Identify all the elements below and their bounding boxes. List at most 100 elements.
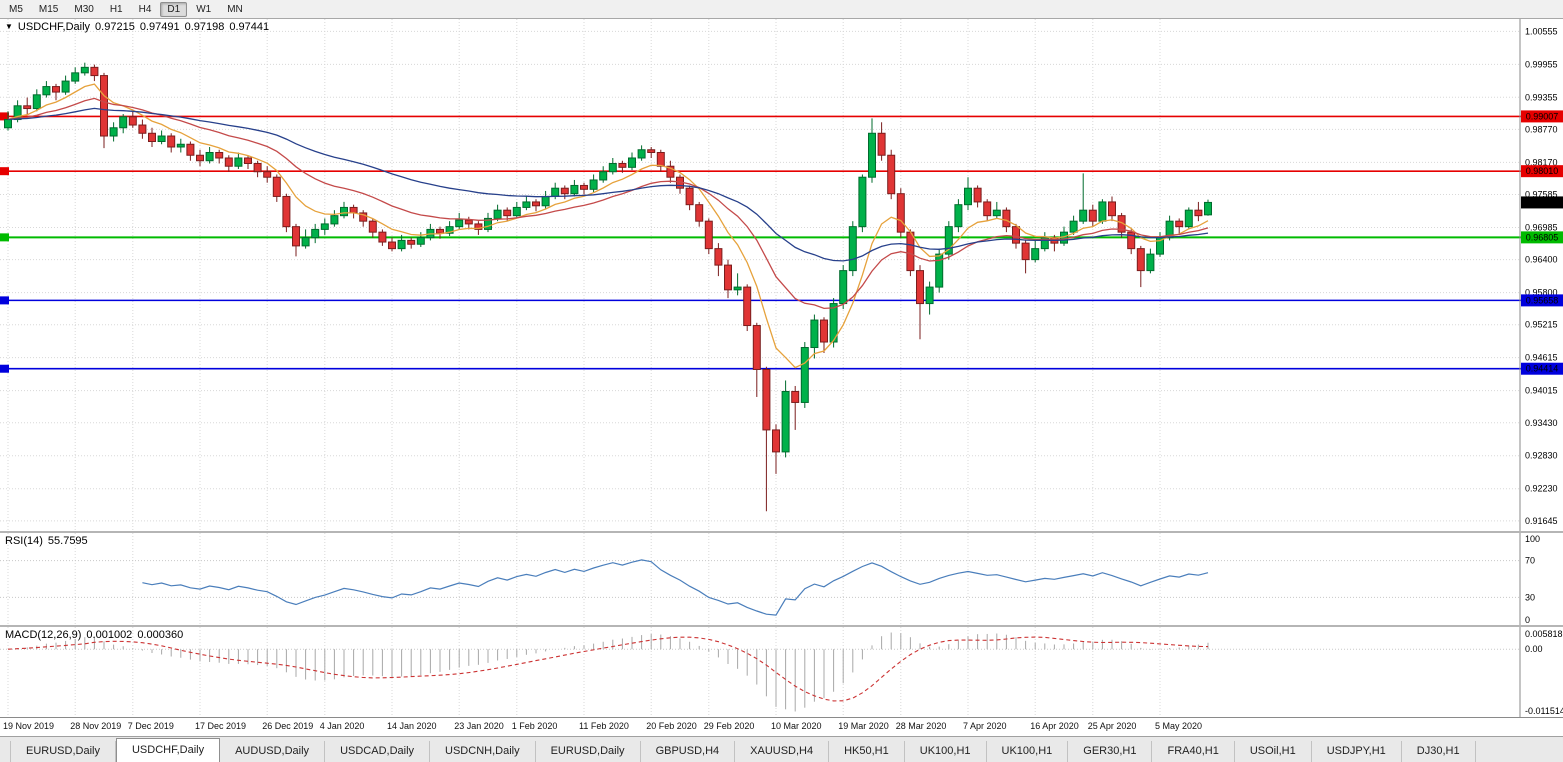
chart-tab-usdcnh-daily[interactable]: USDCNH,Daily	[430, 741, 536, 762]
chart-tab-eurusd-daily[interactable]: EURUSD,Daily	[10, 741, 116, 762]
rsi-axis: 100 70 30 0	[1519, 533, 1540, 625]
time-axis-label: 23 Jan 2020	[454, 721, 504, 731]
candle-body	[224, 157, 233, 167]
candle-body	[416, 237, 425, 245]
timeframe-button-m30[interactable]: M30	[74, 3, 94, 15]
candlestick-chart[interactable]: 1.00555 0.99955 0.99355 0.98770 0.98170 0.975…	[0, 19, 1563, 531]
candle-body	[1088, 209, 1097, 222]
candle-body	[464, 219, 473, 225]
candle-body	[724, 264, 732, 291]
candle-body	[1136, 248, 1145, 272]
candle-body	[1204, 201, 1212, 216]
chart-tab-gbpusd-h4[interactable]: GBPUSD,H4	[641, 741, 736, 762]
candle-body	[71, 72, 80, 82]
candle-body	[685, 187, 694, 206]
candle-body	[263, 171, 272, 178]
timeframe-button-h4[interactable]: H4	[138, 3, 152, 15]
candle-body	[1146, 253, 1155, 272]
candle-body	[973, 187, 982, 203]
macd-pane[interactable]: MACD(12,26,9) 0.001002 0.000360 0.005818…	[0, 627, 1563, 717]
candle-body	[80, 66, 89, 74]
svg-text:0.95658: 0.95658	[1526, 295, 1559, 305]
chart-tab-ger30-h1[interactable]: GER30,H1	[1068, 741, 1153, 762]
svg-text:0.99955: 0.99955	[1525, 59, 1558, 69]
main-chart-pane[interactable]: ▼ USDCHF,Daily 0.97215 0.97491 0.97198 0…	[0, 19, 1563, 531]
candle-body	[52, 86, 60, 93]
macd-chart[interactable]: 0.005818 0.00 -0.011514	[0, 627, 1563, 717]
candle-body	[608, 162, 617, 173]
svg-text:0.94015: 0.94015	[1525, 386, 1558, 396]
candle-body	[1175, 220, 1184, 228]
svg-text:0.92830: 0.92830	[1525, 451, 1558, 461]
candle-body	[359, 212, 368, 222]
chart-tab-usdchf-daily[interactable]: USDCHF,Daily	[115, 738, 221, 762]
timeframe-button-d1[interactable]: D1	[160, 1, 188, 17]
chart-tab-eurusd-daily[interactable]: EURUSD,Daily	[536, 741, 641, 762]
candle-body	[1127, 231, 1136, 250]
candle-body	[791, 390, 800, 403]
chart-tab-hk50-h1[interactable]: HK50,H1	[829, 741, 905, 762]
candle-body	[138, 124, 147, 134]
macd-signal-line	[7, 636, 1209, 702]
candle-body	[119, 116, 128, 129]
svg-text:0.98010: 0.98010	[1526, 166, 1559, 176]
pane-splitter-2[interactable]	[0, 625, 1563, 627]
svg-text:0.98770: 0.98770	[1525, 124, 1558, 134]
chart-tab-audusd-daily[interactable]: AUDUSD,Daily	[220, 741, 326, 762]
candle-body	[349, 206, 358, 214]
rsi-line	[142, 559, 1209, 616]
candle-body	[704, 220, 713, 250]
timeframe-button-mn[interactable]: MN	[227, 3, 243, 15]
candle-body	[944, 226, 953, 255]
timeframe-button-m5[interactable]: M5	[9, 3, 23, 15]
chart-tab-xauusd-h4[interactable]: XAUUSD,H4	[735, 741, 830, 762]
fast-ema-line	[7, 83, 1209, 369]
candle-body	[983, 201, 992, 217]
timeframe-button-w1[interactable]: W1	[196, 3, 212, 15]
svg-text:0.94615: 0.94615	[1525, 353, 1558, 363]
chart-tab-dj30-h1[interactable]: DJ30,H1	[1402, 741, 1476, 762]
candle-body	[906, 231, 915, 272]
candle-body	[772, 429, 780, 453]
candle-body	[292, 226, 300, 247]
pane-splitter[interactable]	[0, 531, 1563, 533]
rsi-pane[interactable]: RSI(14) 55.7595 100 70 30 0	[0, 533, 1563, 625]
time-axis-label: 4 Jan 2020	[319, 721, 365, 731]
candle-body	[992, 209, 1001, 217]
candle-body	[532, 201, 540, 207]
candle-body	[234, 157, 243, 167]
candle-body	[1031, 248, 1040, 261]
chart-tab-uk100-h1[interactable]: UK100,H1	[987, 741, 1069, 762]
candle-body	[378, 231, 387, 243]
candle-body	[848, 226, 857, 272]
chart-tab-usdcad-daily[interactable]: USDCAD,Daily	[325, 741, 431, 762]
svg-text:0.94414: 0.94414	[1526, 364, 1559, 374]
chart-tab-usdjpy-h1[interactable]: USDJPY,H1	[1312, 741, 1402, 762]
time-axis-label: 25 Apr 2020	[1087, 721, 1137, 731]
candle-body	[512, 206, 521, 217]
candle-body	[205, 151, 214, 162]
chart-tab-fra40-h1[interactable]: FRA40,H1	[1152, 741, 1235, 762]
candle-body	[551, 187, 560, 197]
candle-body	[493, 209, 502, 219]
candle-body	[445, 226, 454, 234]
candle-body	[1079, 209, 1088, 222]
candle-body	[1069, 220, 1078, 233]
candle-body	[215, 151, 224, 159]
candle-body	[1165, 220, 1174, 239]
time-axis-label: 28 Nov 2019	[70, 721, 122, 731]
timeframe-toolbar: M5 M15 M30 H1 H4 D1 W1 MN	[0, 0, 1563, 19]
candle-body	[695, 204, 704, 222]
chart-tab-usoil-h1[interactable]: USOil,H1	[1235, 741, 1312, 762]
time-axis[interactable]: 19 Nov 2019 28 Nov 2019 7 Dec 2019 17 Dec 2…	[0, 717, 1563, 736]
rsi-chart[interactable]: 100 70 30 0	[0, 533, 1563, 625]
candle-body	[90, 66, 99, 77]
timeframe-button-h1[interactable]: H1	[109, 3, 123, 15]
candle-body	[330, 215, 339, 225]
time-axis-label: 26 Dec 2019	[262, 721, 314, 731]
candle-body	[503, 209, 512, 217]
chart-tab-uk100-h1[interactable]: UK100,H1	[905, 741, 987, 762]
time-axis-label: 7 Apr 2020	[963, 721, 1007, 731]
timeframe-button-m15[interactable]: M15	[38, 3, 59, 15]
candle-body	[916, 270, 924, 305]
